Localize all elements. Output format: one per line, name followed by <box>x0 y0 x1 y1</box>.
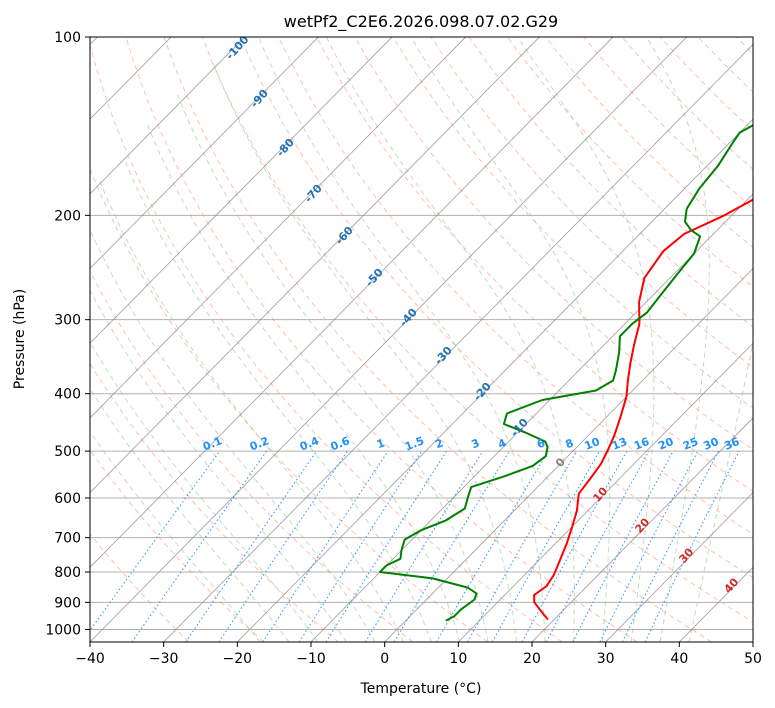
plot-area: 0.1 0.2 0.4 0.6 1 1.5 2 3 4 6 8 10 13 16 20 25 30 36-100-… <box>90 37 753 642</box>
dry-adiabat <box>90 43 563 642</box>
moist-adiabat <box>646 37 710 642</box>
moist-adiabat <box>99 180 404 642</box>
x-axis-ticks: −40 −30 −20 −10 0 10 20 30 40 50 <box>75 642 762 667</box>
dry-adiabat <box>90 362 339 642</box>
y-tick-label: 900 <box>54 595 81 611</box>
isotherm-line <box>90 37 614 568</box>
dry-adiabat <box>316 37 753 493</box>
isotherm-line <box>90 37 319 270</box>
x-tick-label: −10 <box>296 651 326 667</box>
dry-adiabats <box>90 37 753 642</box>
x-tick-label: −40 <box>75 651 105 667</box>
isotherm-line <box>163 43 753 642</box>
mixing-ratio-label: 1 <box>375 436 387 451</box>
y-axis-ticks: 100 200 300 400 500 600 700 800 900 1000 <box>45 30 90 638</box>
isotherm-line <box>90 37 393 344</box>
dry-adiabat <box>430 37 753 368</box>
mixing-ratio-line <box>393 450 510 642</box>
profile-series <box>379 124 753 622</box>
moist-adiabat <box>326 37 575 642</box>
mixing-ratio-label: 2 <box>433 436 445 451</box>
y-tick-label: 100 <box>54 30 81 46</box>
moist-adiabat <box>90 341 319 642</box>
mixing-ratio-line <box>364 450 484 642</box>
dry-adiabat <box>90 270 414 642</box>
isotherm-line <box>90 37 540 494</box>
y-tick-label: 800 <box>54 565 81 581</box>
moist-adiabat <box>90 430 261 642</box>
mixing-ratio-line <box>325 450 448 642</box>
mixing-ratio-lines <box>90 450 740 642</box>
dry-adiabat <box>468 37 753 328</box>
x-tick-label: 20 <box>523 651 541 667</box>
isotherm-line <box>458 342 753 642</box>
mixing-ratio-label: 16 <box>632 435 651 453</box>
mixing-ratio-line <box>218 450 348 642</box>
y-tick-label: 700 <box>54 531 81 547</box>
mixing-ratio-label: 25 <box>681 435 700 453</box>
isotherm-line <box>605 491 753 642</box>
mixing-ratio-label: 13 <box>610 435 629 453</box>
mixing-ratio-line <box>545 450 650 642</box>
moist-adiabats <box>90 37 753 642</box>
y-tick-label: 400 <box>54 387 81 403</box>
x-tick-label: −20 <box>223 651 253 667</box>
isotherm-line <box>531 417 753 642</box>
mixing-ratio-line <box>644 450 740 642</box>
x-tick-label: 10 <box>449 651 467 667</box>
y-tick-label: 1000 <box>45 622 81 638</box>
x-tick-label: 40 <box>670 651 688 667</box>
y-tick-label: 600 <box>54 491 81 507</box>
y-tick-label: 200 <box>54 208 81 224</box>
mixing-ratio-label: 3 <box>470 436 482 451</box>
x-tick-label: 0 <box>380 651 389 667</box>
moist-adiabat <box>211 61 517 642</box>
isotherm-line <box>237 118 753 642</box>
mixing-ratio-label: 20 <box>656 435 675 453</box>
isotherm-line <box>90 37 246 195</box>
y-axis-label: Pressure (hPa) <box>12 289 28 389</box>
mixing-ratio-line <box>521 450 628 642</box>
mixing-ratio-line <box>185 450 318 642</box>
mixing-ratio-line <box>90 450 221 632</box>
mixing-ratio-line <box>298 450 423 642</box>
moist-adiabat <box>90 387 290 642</box>
dry-adiabat <box>125 37 638 642</box>
mixing-ratio-line <box>262 450 389 642</box>
mixing-ratio-line <box>491 450 600 642</box>
moist-adiabat <box>123 157 432 642</box>
moist-adiabat <box>258 37 546 642</box>
x-tick-label: 50 <box>744 651 762 667</box>
y-tick-label: 300 <box>54 313 81 329</box>
x-tick-label: −30 <box>149 651 179 667</box>
isotherm-line <box>384 267 753 642</box>
moist-adiabat <box>410 37 611 642</box>
temperature-line <box>533 198 753 620</box>
dry-adiabat <box>90 533 190 642</box>
dry-adiabat <box>90 167 488 642</box>
dry-adiabat <box>354 37 753 451</box>
isotherms <box>90 37 753 642</box>
x-tick-label: 30 <box>597 651 615 667</box>
isotherm-line <box>90 37 467 419</box>
moist-adiabat <box>176 94 489 642</box>
mixing-ratio-label: 36 <box>722 435 741 453</box>
y-tick-label: 500 <box>54 444 81 460</box>
chart-title: wetPf2_C2E6.2026.098.07.02.G29 <box>284 12 558 32</box>
isotherm-line <box>310 193 753 642</box>
mixing-ratio-label: 10 <box>583 435 602 453</box>
dewpoint-line <box>379 124 753 622</box>
isotherm-line <box>90 37 688 642</box>
x-axis-label: Temperature (°C) <box>360 681 482 697</box>
mixing-ratio-label: 30 <box>702 435 721 453</box>
mixing-ratio-line <box>131 450 268 642</box>
mixing-ratio-line <box>621 450 719 642</box>
plot-frame <box>89 36 754 643</box>
mixing-ratio-label: 8 <box>564 436 576 451</box>
